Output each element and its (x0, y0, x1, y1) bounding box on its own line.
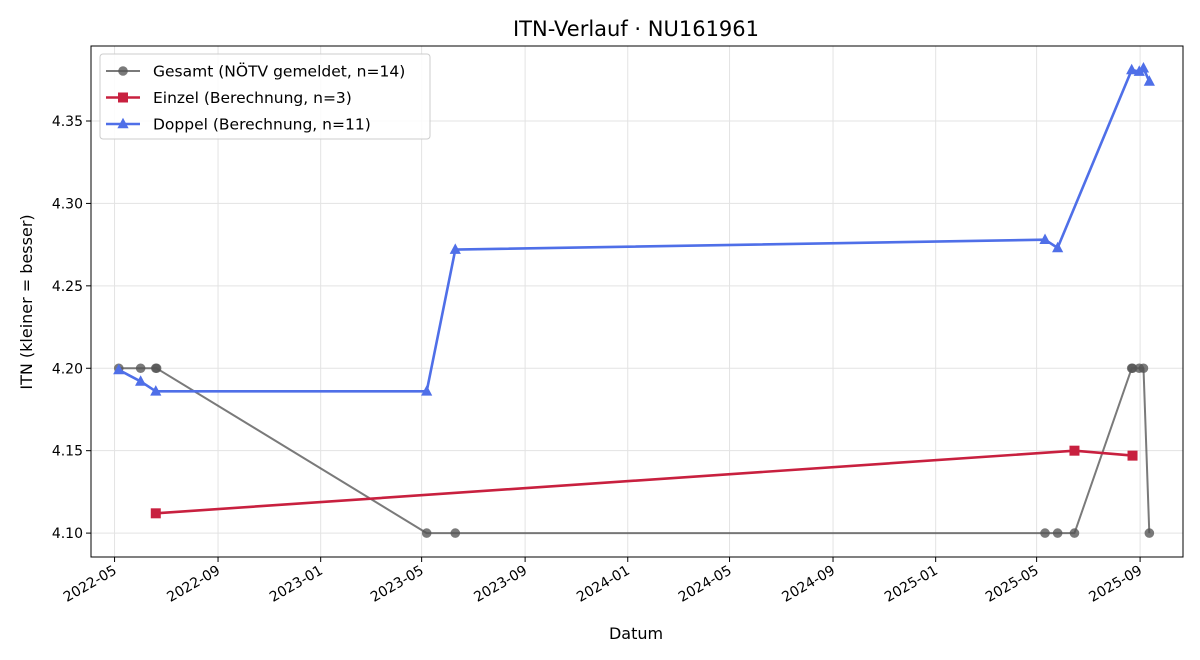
data-point (1143, 75, 1155, 86)
data-point (1144, 528, 1155, 538)
data-point (1040, 528, 1050, 538)
data-point (1069, 445, 1080, 456)
series-1 (113, 363, 1155, 538)
data-point (1052, 241, 1064, 253)
data-point (1069, 528, 1080, 538)
data-point (151, 363, 162, 374)
data-point (421, 385, 433, 396)
data-point (150, 385, 162, 396)
data-point (1052, 528, 1063, 538)
data-point (449, 243, 461, 254)
data-point (1127, 450, 1138, 461)
y-tick-label: 4.20 (52, 361, 83, 377)
legend: Gesamt (NÖTV gemeldet, n=14) Einzel (Bere… (99, 53, 431, 140)
y-axis-label: ITN (kleiner = besser) (17, 214, 36, 389)
legend-label: Gesamt (NÖTV gemeldet, n=14) (153, 62, 405, 81)
legend-swatch-marker (118, 92, 128, 103)
plot-series (113, 62, 1155, 538)
data-point (1137, 62, 1150, 73)
legend-label: Doppel (Berechnung, n=11) (153, 116, 371, 134)
legend-box (99, 53, 431, 140)
data-point (1126, 63, 1138, 75)
x-axis-label: Datum (609, 624, 663, 643)
y-tick-label: 4.35 (52, 114, 83, 130)
chart-title: ITN-Verlauf · NU161961 (513, 17, 759, 41)
data-point (1138, 363, 1149, 374)
series-3 (113, 62, 1155, 396)
y-tick-label: 4.30 (52, 196, 83, 212)
data-point (135, 363, 146, 374)
data-point (113, 363, 125, 375)
legend-label: Einzel (Berechnung, n=3) (153, 89, 352, 107)
y-tick-label: 4.10 (52, 526, 83, 542)
series-2 (150, 445, 1138, 519)
data-point (450, 528, 461, 538)
y-tick-label: 4.25 (52, 279, 83, 295)
plot-frame (90, 45, 1184, 558)
data-point (421, 528, 432, 538)
legend-swatch-marker (118, 66, 128, 76)
y-tick-label: 4.15 (52, 444, 83, 460)
data-point (135, 375, 147, 386)
data-point (1039, 233, 1051, 244)
data-point (150, 508, 161, 519)
legend-swatch-marker (117, 117, 129, 129)
